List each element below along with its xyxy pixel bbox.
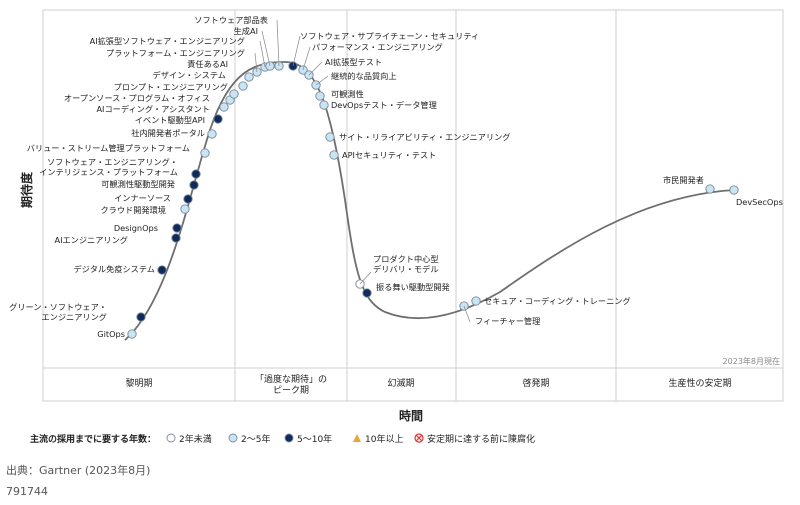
phase-label: 「過度な期待」のピーク期 xyxy=(255,373,327,396)
tech-label: イベント駆動型API xyxy=(135,115,205,125)
tech-marker xyxy=(238,81,248,91)
tech-label: AIコーディング・アシスタント xyxy=(96,104,210,114)
hype-curve xyxy=(124,61,736,341)
tech-marker xyxy=(705,184,715,194)
source-note: 出典：Gartner (2023年8月) xyxy=(6,464,151,477)
tech-label: AIエンジニアリング xyxy=(54,235,128,245)
tech-label: フィーチャー管理 xyxy=(475,316,540,326)
tech-marker xyxy=(229,89,239,99)
tech-label: デジタル免疫システム xyxy=(74,264,155,274)
tech-label: DevSecOps xyxy=(736,197,783,207)
tech-label: 生成AI xyxy=(234,26,258,36)
tech-label: インナーソース xyxy=(114,193,171,203)
label-connector xyxy=(259,40,266,68)
tech-label: バリュー・ストリーム管理プラットフォーム xyxy=(27,143,190,153)
legend-label: 10年以上 xyxy=(365,433,403,445)
tech-label: オープンソース・プログラム・オフィス xyxy=(64,93,210,103)
tech-label: クラウド開発環境 xyxy=(100,205,166,215)
tech-label: サイト・リライアビリティ・エンジニアリング xyxy=(339,132,510,142)
label-connector xyxy=(308,61,323,76)
tech-marker xyxy=(183,194,193,204)
legend-marker xyxy=(228,433,238,443)
tech-label: DesignOps xyxy=(114,223,158,233)
tech-marker xyxy=(219,102,229,112)
tech-label: 社内開発者ポータル xyxy=(131,128,205,138)
label-connector xyxy=(359,271,372,285)
tech-marker xyxy=(136,312,146,322)
tech-marker xyxy=(172,223,182,233)
tech-marker xyxy=(200,148,210,158)
tech-marker xyxy=(729,185,739,195)
tech-label: 可観測性駆動型開発 xyxy=(101,179,175,189)
label-connector xyxy=(463,305,471,323)
label-connector xyxy=(261,30,271,67)
date-note: 2023年8月現在 xyxy=(723,356,780,366)
tech-marker xyxy=(319,100,329,110)
x-axis-title: 時間 xyxy=(399,408,423,423)
tech-label: 継続的な品質向上 xyxy=(331,71,397,81)
tech-label: GitOps xyxy=(97,329,125,339)
phase-label: 啓発期 xyxy=(522,377,549,389)
legend-title: 主流の採用までに要する年数： xyxy=(30,433,156,445)
legend-label: 2～5年 xyxy=(241,433,270,445)
tech-marker xyxy=(157,265,167,275)
tech-label: ソフトウェア・サプライチェーン・セキュリティ xyxy=(300,31,479,41)
legend-label: 安定期に達する前に陳腐化 xyxy=(427,433,535,445)
tech-label: セキュア・コーディング・トレーニング xyxy=(484,296,631,306)
label-connector xyxy=(254,52,258,73)
tech-marker xyxy=(325,132,335,142)
tech-label: DevOpsテスト・データ管理 xyxy=(331,100,437,110)
tech-label: グリーン・ソフトウェア・エンジニアリング xyxy=(9,302,107,322)
tech-marker xyxy=(180,204,190,214)
tech-marker xyxy=(329,150,339,160)
legend-marker-cross xyxy=(416,435,422,441)
tech-label: ソフトウェア・エンジニアリング・インテリジェンス・プラットフォーム xyxy=(39,157,178,177)
phase-label: 生産性の安定期 xyxy=(668,377,731,389)
legend-marker xyxy=(284,433,294,443)
tech-marker xyxy=(191,169,201,179)
label-connector xyxy=(292,35,301,67)
tech-marker xyxy=(127,329,137,339)
tech-marker xyxy=(362,288,372,298)
tech-marker xyxy=(171,233,181,243)
tech-marker xyxy=(315,91,325,101)
tech-label: プロダクト中心型デリバリ・モデル xyxy=(373,254,439,274)
plot-frame xyxy=(42,9,784,369)
tech-label: プラットフォーム・エンジニアリング xyxy=(106,48,245,58)
tech-label: ソフトウェア部品表 xyxy=(194,15,268,25)
tech-label: 責任あるAI xyxy=(187,59,228,69)
legend-label: 5～10年 xyxy=(297,433,332,445)
label-connector xyxy=(315,75,329,86)
tech-marker xyxy=(207,129,217,139)
tech-marker xyxy=(244,72,254,82)
tech-label: パフォーマンス・エンジニアリング xyxy=(312,42,443,52)
tech-marker xyxy=(213,114,223,124)
legend-label: 2年未満 xyxy=(179,433,212,445)
tech-marker xyxy=(471,296,481,306)
tech-label: 市民開発者 xyxy=(663,175,704,185)
legend-marker xyxy=(353,434,361,442)
phase-label: 黎明期 xyxy=(125,377,152,389)
tech-label: デザイン・システム xyxy=(153,70,226,80)
tech-label: プロンプト・エンジニアリング xyxy=(114,82,228,92)
tech-marker xyxy=(189,180,199,190)
legend-marker xyxy=(166,433,176,443)
document-id: 791744 xyxy=(6,485,48,498)
y-axis-title: 期待度 xyxy=(19,171,34,208)
phase-band xyxy=(42,367,784,402)
phase-label: 幻滅期 xyxy=(387,377,414,389)
tech-label: AI拡張型テスト xyxy=(325,57,382,67)
label-connector xyxy=(276,19,280,67)
tech-label: AI拡張型ソフトウェア・エンジニアリング xyxy=(90,36,245,46)
tech-label: 可観測性 xyxy=(331,89,364,99)
tech-label: APIセキュリティ・テスト xyxy=(342,150,436,160)
tech-label: 振る舞い駆動型開発 xyxy=(376,282,450,292)
label-connector xyxy=(302,46,311,71)
